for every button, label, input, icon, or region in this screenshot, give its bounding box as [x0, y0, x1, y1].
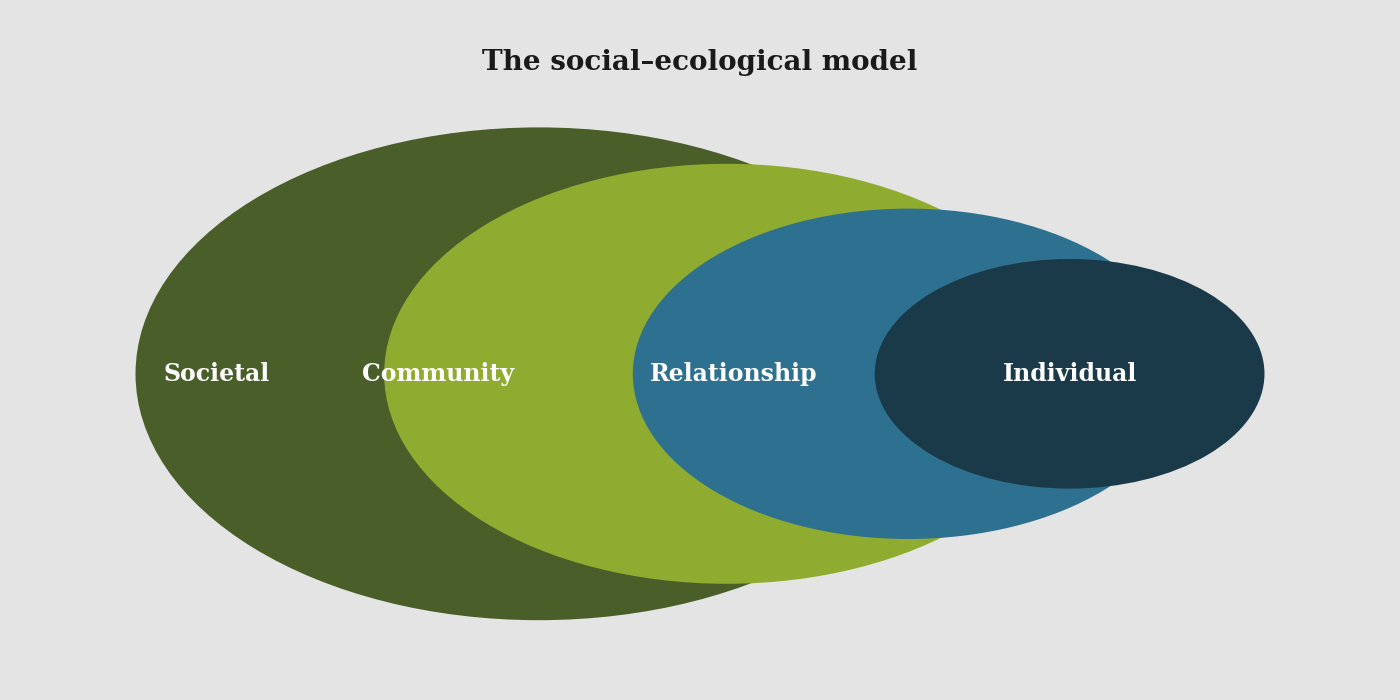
Text: Societal: Societal	[162, 362, 269, 386]
Ellipse shape	[384, 164, 1070, 584]
Ellipse shape	[633, 209, 1184, 539]
Ellipse shape	[875, 259, 1264, 489]
Text: Community: Community	[361, 362, 514, 386]
Ellipse shape	[136, 127, 942, 620]
Text: Individual: Individual	[1002, 362, 1137, 386]
Text: The social–ecological model: The social–ecological model	[483, 50, 917, 76]
Text: Relationship: Relationship	[650, 362, 818, 386]
